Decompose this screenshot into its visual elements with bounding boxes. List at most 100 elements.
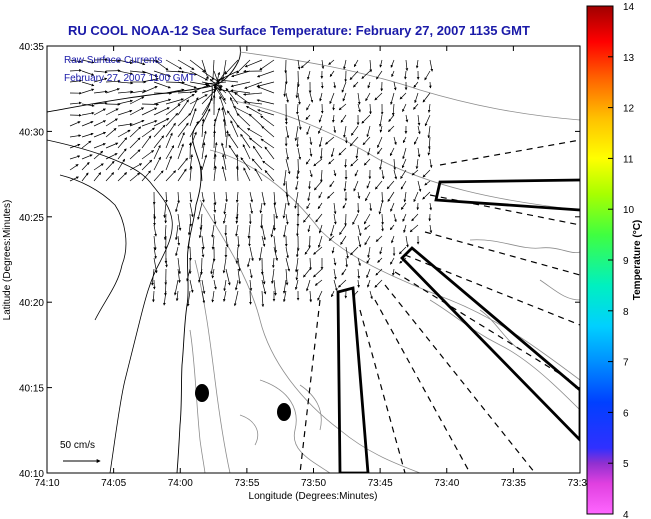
current-vector — [285, 158, 291, 175]
current-vector — [69, 59, 82, 63]
current-vector — [260, 213, 263, 229]
current-vector — [309, 257, 312, 271]
colorbar-tick-label: 10 — [623, 205, 635, 216]
current-vector — [177, 257, 182, 275]
current-vector — [69, 176, 79, 182]
current-vector — [376, 70, 383, 80]
current-vector — [219, 70, 239, 80]
current-vector — [364, 224, 371, 230]
current-vector — [357, 92, 361, 105]
current-vector — [223, 202, 227, 215]
current-vector — [318, 114, 323, 123]
current-vector — [229, 96, 239, 116]
current-vector — [398, 246, 407, 255]
current-vector — [308, 180, 311, 190]
current-vector — [165, 98, 184, 105]
current-vector — [424, 180, 431, 186]
colorbar-tick-label: 7 — [623, 358, 629, 369]
current-vector — [81, 132, 94, 138]
current-vector — [230, 120, 239, 138]
current-vector — [367, 81, 371, 89]
y-tick-label: 40:15 — [19, 384, 44, 395]
current-vector — [117, 109, 133, 116]
current-vector — [129, 70, 147, 74]
current-vector — [248, 113, 263, 127]
colorbar-tick-label: 8 — [623, 307, 629, 318]
current-vector — [343, 125, 347, 138]
current-vector — [271, 268, 275, 284]
current-vector — [129, 126, 142, 138]
current-vector — [344, 158, 347, 168]
current-vector — [342, 92, 347, 102]
current-vector — [353, 81, 359, 88]
current-vector — [189, 213, 193, 227]
current-vector — [296, 169, 299, 180]
current-vector — [177, 90, 198, 94]
current-vector — [273, 191, 277, 206]
current-vector — [306, 279, 311, 292]
current-vector — [353, 180, 359, 192]
current-vector — [357, 235, 362, 248]
radar-site-marker — [195, 384, 209, 402]
current-vector — [230, 81, 251, 88]
current-vector — [379, 125, 383, 133]
current-vector — [367, 246, 371, 259]
current-vector — [331, 114, 335, 123]
current-vector — [313, 268, 323, 278]
current-vector — [424, 114, 431, 127]
current-vector — [117, 129, 131, 138]
current-vector — [328, 235, 335, 241]
current-vector — [391, 103, 395, 116]
current-vector — [201, 142, 206, 160]
current-vector — [201, 154, 208, 171]
current-vector — [69, 69, 82, 72]
current-vector — [177, 168, 187, 182]
current-vector — [204, 81, 227, 86]
current-vector — [306, 103, 311, 111]
current-vector — [285, 180, 289, 198]
current-vector — [285, 213, 289, 225]
current-vector — [260, 138, 275, 149]
current-vector — [173, 279, 179, 296]
current-vector — [189, 108, 197, 127]
current-vector — [285, 125, 290, 139]
current-vector — [105, 118, 118, 127]
current-vector — [198, 224, 203, 239]
current-vector — [213, 191, 217, 206]
current-vector — [189, 246, 192, 261]
current-vector — [69, 121, 81, 127]
current-vector — [296, 136, 299, 148]
current-vector — [222, 213, 227, 224]
current-vector — [177, 59, 195, 70]
current-vector — [117, 90, 134, 94]
current-vector — [242, 144, 251, 160]
current-vector — [375, 268, 383, 276]
current-vector — [81, 121, 94, 127]
current-vector — [201, 86, 223, 94]
current-vector — [294, 191, 299, 209]
current-vector — [318, 224, 323, 234]
current-vector — [297, 59, 301, 70]
current-vector — [417, 147, 421, 158]
current-vector — [428, 81, 432, 89]
current-vector — [369, 103, 372, 115]
current-vector — [367, 279, 371, 288]
current-vector — [129, 149, 141, 160]
current-vector — [189, 165, 193, 182]
current-vector — [141, 150, 155, 160]
current-vector — [81, 172, 89, 182]
current-vector — [327, 191, 335, 199]
current-vector — [321, 59, 325, 70]
current-vector — [105, 160, 115, 171]
current-vector — [221, 59, 227, 81]
current-vector — [129, 59, 146, 66]
current-vector — [93, 120, 107, 127]
channel-east-north — [434, 178, 580, 212]
current-vector — [387, 191, 395, 202]
current-vector — [230, 89, 251, 94]
current-vector — [153, 213, 156, 226]
current-vector — [81, 103, 95, 107]
current-vector — [153, 144, 161, 160]
scale-label: 50 cm/s — [60, 440, 95, 451]
current-vector — [309, 290, 313, 303]
